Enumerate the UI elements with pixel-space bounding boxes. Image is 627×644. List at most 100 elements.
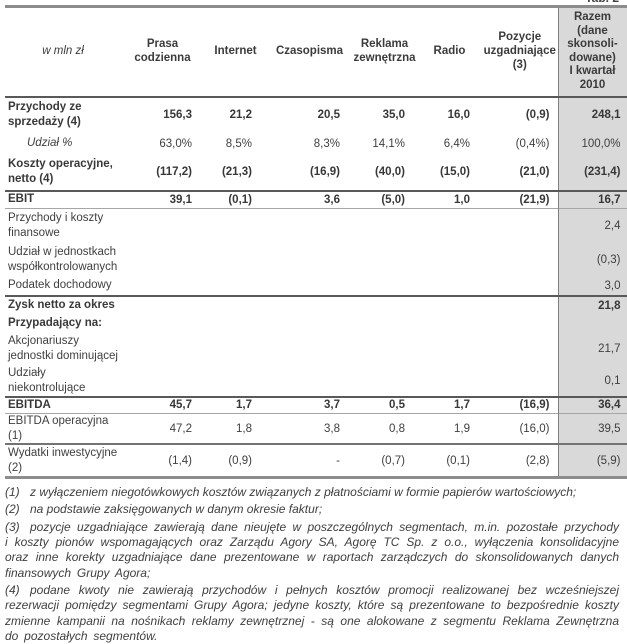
value-cell: 8,5%: [225, 137, 252, 150]
value-cell: (2,8): [525, 454, 550, 467]
value-cell: 14,1%: [372, 137, 405, 150]
value-cell: (0,1): [446, 454, 470, 467]
row-label: Wydatki inwestycyjne (2): [8, 446, 118, 474]
row-label: Udziały niekontrolujące: [8, 366, 86, 394]
value-cell: 45,7: [169, 399, 192, 412]
row-label: EBITDA: [8, 398, 51, 411]
razem-cell: 3,0: [557, 276, 627, 296]
row-udzial-procent: Udział % 63,0% 8,5% 8,3% 14,1% 6,4% (0,4…: [5, 132, 627, 155]
footnote-4: (4) podane kwoty nie zawierają przychodów…: [5, 583, 619, 644]
razem-cell: (0,3): [557, 242, 627, 277]
col-header-prasa-codzienna: Prasa codzienna: [134, 38, 191, 64]
footnote-text: podane kwoty nie zawierają przychodów i …: [5, 583, 619, 644]
value-cell: 39,1: [169, 193, 192, 206]
razem-cell: 36,4: [557, 396, 627, 414]
table-caption: Tab. 2: [585, 0, 619, 5]
value-cell: (0,1): [228, 193, 252, 206]
empty-cell: [121, 209, 558, 243]
value-cell: 21,2: [229, 109, 252, 121]
row-ebitda-operacyjna: EBITDA operacyjna (1) 47,2 1,8 3,8 0,8 1…: [5, 413, 627, 445]
value-cell: (1,4): [168, 454, 192, 467]
empty-cell: [121, 277, 558, 296]
value-cell: (0,9): [525, 109, 550, 121]
value-cell: 6,4%: [443, 137, 470, 150]
value-cell: 1,9: [454, 422, 470, 435]
header-row: w mln zł Prasa codzienna Internet Czasop…: [5, 6, 627, 97]
empty-cell: [121, 366, 558, 397]
row-label: Przychody i koszty finansowe: [8, 212, 104, 239]
value-cell: (16,9): [309, 166, 340, 178]
row-label: EBITDA operacyjna (1): [8, 415, 109, 442]
value-cell: 63,0%: [159, 137, 192, 150]
col-header-pozycje-uzgadniajace: Pozycje uzgadniające (3): [483, 31, 556, 71]
value-cell: (21,0): [519, 166, 550, 178]
footnote-1: (1) z wyłączeniem niegotówkowych kosztów …: [5, 485, 619, 500]
row-label: Udział %: [27, 137, 73, 150]
razem-cell: 21,8: [557, 295, 627, 315]
value-cell: 8,3%: [313, 137, 340, 150]
row-przychody-koszty-finansowe: Przychody i koszty finansowe 2,4: [5, 208, 627, 243]
footnote-2: (2) na podstawie zaksięgowanych w danym o…: [5, 502, 619, 517]
footnote-number: (2): [5, 502, 20, 517]
row-przychody-ze-sprzedazy: Przychody ze sprzedaży (4) 156,3 21,2 20…: [5, 96, 627, 133]
value-cell: 156,3: [163, 109, 192, 121]
footnote-number: (3): [5, 519, 20, 534]
value-cell: (15,0): [439, 166, 470, 178]
row-podatek-dochodowy: Podatek dochodowy 3,0: [5, 276, 627, 296]
col-header-internet: Internet: [214, 44, 257, 57]
row-koszty-operacyjne: Koszty operacyjne, netto (4) (117,2) (21…: [5, 154, 627, 191]
value-cell: 1,7: [236, 399, 252, 412]
footnote-3: (3) pozycje uzgadniające zawierają dane n…: [5, 520, 619, 581]
row-label: Przychody ze sprzedaży (4): [8, 101, 82, 128]
row-przypadajacy-na: Przypadający na:: [5, 314, 627, 332]
value-cell: 0,8: [389, 422, 405, 435]
razem-cell: 2,4: [557, 208, 627, 243]
empty-cell: [121, 332, 558, 366]
value-cell: (21,9): [519, 193, 550, 206]
razem-cell: (5,9): [557, 444, 627, 478]
razem-cell: 0,1: [557, 365, 627, 397]
empty-cell: [121, 315, 558, 332]
footnote-number: (1): [5, 484, 20, 499]
col-header-razem: Razem (dane skonsoli- dowane) I kwartał …: [557, 6, 627, 97]
razem-cell: 16,7: [557, 190, 627, 209]
razem-cell: [557, 314, 627, 332]
row-wydatki-inwestycyjne: Wydatki inwestycyjne (2) (1,4) (0,9) - (…: [5, 444, 627, 478]
razem-cell: 21,7: [557, 331, 627, 366]
value-cell: (117,2): [156, 166, 192, 178]
row-label: Zysk netto za okres: [8, 299, 115, 312]
empty-cell: [121, 296, 558, 315]
col-header-czasopisma: Czasopisma: [275, 44, 344, 57]
row-udzialy-niekontrolujace: Udziały niekontrolujące 0,1: [5, 365, 627, 397]
row-ebitda: EBITDA 45,7 1,7 3,7 0,5 1,7 (16,9) 36,4: [5, 396, 627, 414]
value-cell: (5,0): [381, 193, 405, 206]
row-label: Koszty operacyjne, netto (4): [8, 158, 113, 185]
value-cell: 3,7: [324, 399, 340, 412]
row-label: Udział w jednostkach współkontrolowanych: [8, 245, 118, 273]
row-label: Podatek dochodowy: [8, 279, 112, 292]
footnote-text: pozycje uzgadniające zawierają dane nieu…: [5, 519, 619, 580]
value-cell: 3,6: [324, 193, 340, 206]
value-cell: (40,0): [374, 166, 405, 178]
col-header-radio: Radio: [433, 44, 466, 57]
value-cell: (16,0): [519, 422, 550, 435]
razem-cell: (231,4): [557, 154, 627, 191]
row-label: EBIT: [8, 193, 35, 206]
col-header-reklama-zewnetrzna: Reklama zewnętrzna: [353, 38, 416, 64]
footnote-text: na podstawie zaksięgowanych w danym okre…: [30, 502, 323, 517]
footnote-number: (4): [5, 583, 20, 598]
value-cell: 47,2: [169, 422, 192, 435]
value-cell: 0,5: [389, 399, 405, 412]
value-cell: (0,9): [228, 454, 252, 467]
value-cell: 35,0: [382, 109, 405, 121]
segments-results-table: w mln zł Prasa codzienna Internet Czasop…: [5, 5, 627, 479]
row-ebit: EBIT 39,1 (0,1) 3,6 (5,0) 1,0 (21,9) 16,…: [5, 190, 627, 209]
value-cell: (0,4%): [515, 137, 550, 150]
razem-cell: 100,0%: [557, 132, 627, 155]
footnote-text: z wyłączeniem niegotówkowych kosztów zwi…: [30, 484, 577, 499]
value-cell: (21,3): [221, 166, 252, 178]
value-cell: 1,7: [454, 399, 470, 412]
razem-cell: 248,1: [557, 96, 627, 133]
value-cell: 20,5: [317, 109, 340, 121]
